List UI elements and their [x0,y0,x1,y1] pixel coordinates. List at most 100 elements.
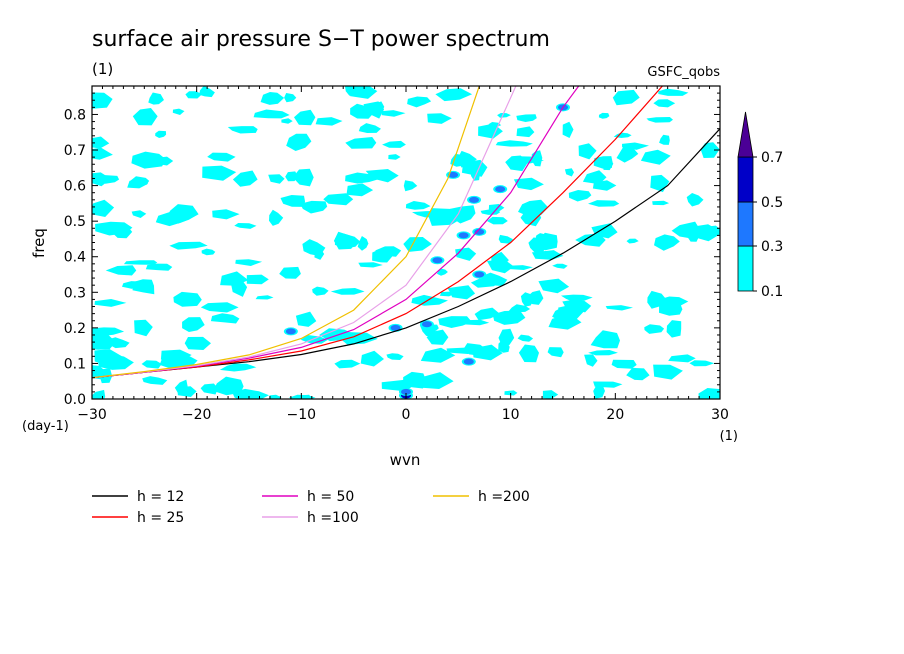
contour-patch [260,92,285,105]
contour-patch [497,113,511,118]
contour-patch [269,209,284,226]
chart-subtitle-left: (1) [92,60,113,78]
contour-patch [207,152,236,162]
contour-patch [346,183,374,197]
y-tick-label: 0.8 [64,107,86,123]
colorbar-segment [737,245,754,292]
contour-patch [294,109,316,126]
contour-patch [568,190,592,202]
contour-patch [420,347,456,363]
y-tick-label: 0.7 [64,143,86,159]
contour-patch [253,109,290,119]
contour-patch [528,237,546,253]
contour-patch [210,313,240,324]
x-tick-label: −10 [287,407,317,423]
legend-label: h = 50 [307,489,354,505]
contour-patch [575,233,606,247]
contour-patch [428,208,464,226]
contour-patch [593,381,623,388]
contour-patch [498,234,513,244]
contour-patch [480,209,501,215]
contour-patch [611,359,637,369]
contour-patch [173,291,202,307]
contour-patch [255,295,274,300]
contour-patch [132,279,155,295]
legend-label: h = 25 [137,510,184,526]
contour-patch [598,112,610,119]
contour-patch [526,290,544,305]
contour-patch [169,241,208,250]
contour-patch [403,237,432,252]
contour-patch [246,274,269,285]
contour-patch [381,110,406,117]
contour-patch [159,350,198,370]
contour-patch [292,168,314,187]
contour-patch [640,149,671,165]
legend: h = 12 h = 25 h = 50 h =100 h =200 [92,489,530,526]
contour-patch [92,172,111,187]
colorbar-label: 0.7 [761,150,783,166]
contour-patch [668,354,696,363]
contour-patch [185,91,202,99]
contour-patch [518,344,539,363]
contour-patch [562,121,574,138]
contour-peaks [283,103,570,399]
contour-patch [127,179,149,189]
contour-patch [644,324,665,334]
contour-peak [432,257,443,264]
contour-patch [647,290,667,309]
y-tick-label: 0.5 [64,214,86,230]
dispersion-curve [92,86,480,379]
contour-fill-texture [92,86,720,399]
contour-patch [300,200,328,214]
contour-patch [302,239,326,257]
contour-patch [659,134,670,145]
contour-patch [330,288,365,295]
contour-patch [457,150,477,168]
y-axis-ticks: 0.0 0.1 0.2 0.3 0.4 0.5 0.6 0.7 0.8 [64,85,720,408]
contour-patch [686,193,704,207]
contour-patch [616,144,639,163]
legend-label: h =100 [307,510,359,526]
contour-patch [382,140,406,148]
contour-patch [141,360,162,369]
contour-patch [646,117,673,123]
contour-patch [388,154,401,160]
contour-patch [105,265,137,276]
contour-peak [421,321,432,328]
contour-patch [172,108,185,115]
dispersion-curve [92,86,517,379]
contour-patch [403,371,427,389]
contour-patch [578,143,597,160]
contour-patch [435,88,473,102]
contour-patch [520,208,542,227]
contour-patch [407,96,432,108]
contour-patch [411,294,448,306]
contour-patch [516,114,537,122]
contour-patch [155,212,191,227]
contour-patch [199,86,215,98]
contour-patch [92,199,115,217]
contour-patch [498,339,510,353]
contour-patch [689,360,715,367]
contour-patch [92,92,113,109]
contour-patch [590,330,620,349]
contour-patch [415,372,454,389]
contour-patch [426,329,449,345]
contour-patch [486,216,508,225]
x-axis-label: wvn [390,451,421,469]
contour-patch [538,278,570,294]
contour-patch [132,108,158,126]
contour-patch [200,302,239,313]
contour-patch [653,364,683,380]
contour-patch [212,376,244,396]
contour-patch [552,263,568,269]
contour-patch [612,89,640,106]
contour-patch [280,195,305,207]
contour-patch [626,367,650,381]
x-tick-label: 0 [402,407,411,423]
contour-patch [200,383,219,395]
contour-patch [269,394,282,399]
x-axis-ticks: −30 −20 −10 0 10 20 30 [77,86,729,423]
